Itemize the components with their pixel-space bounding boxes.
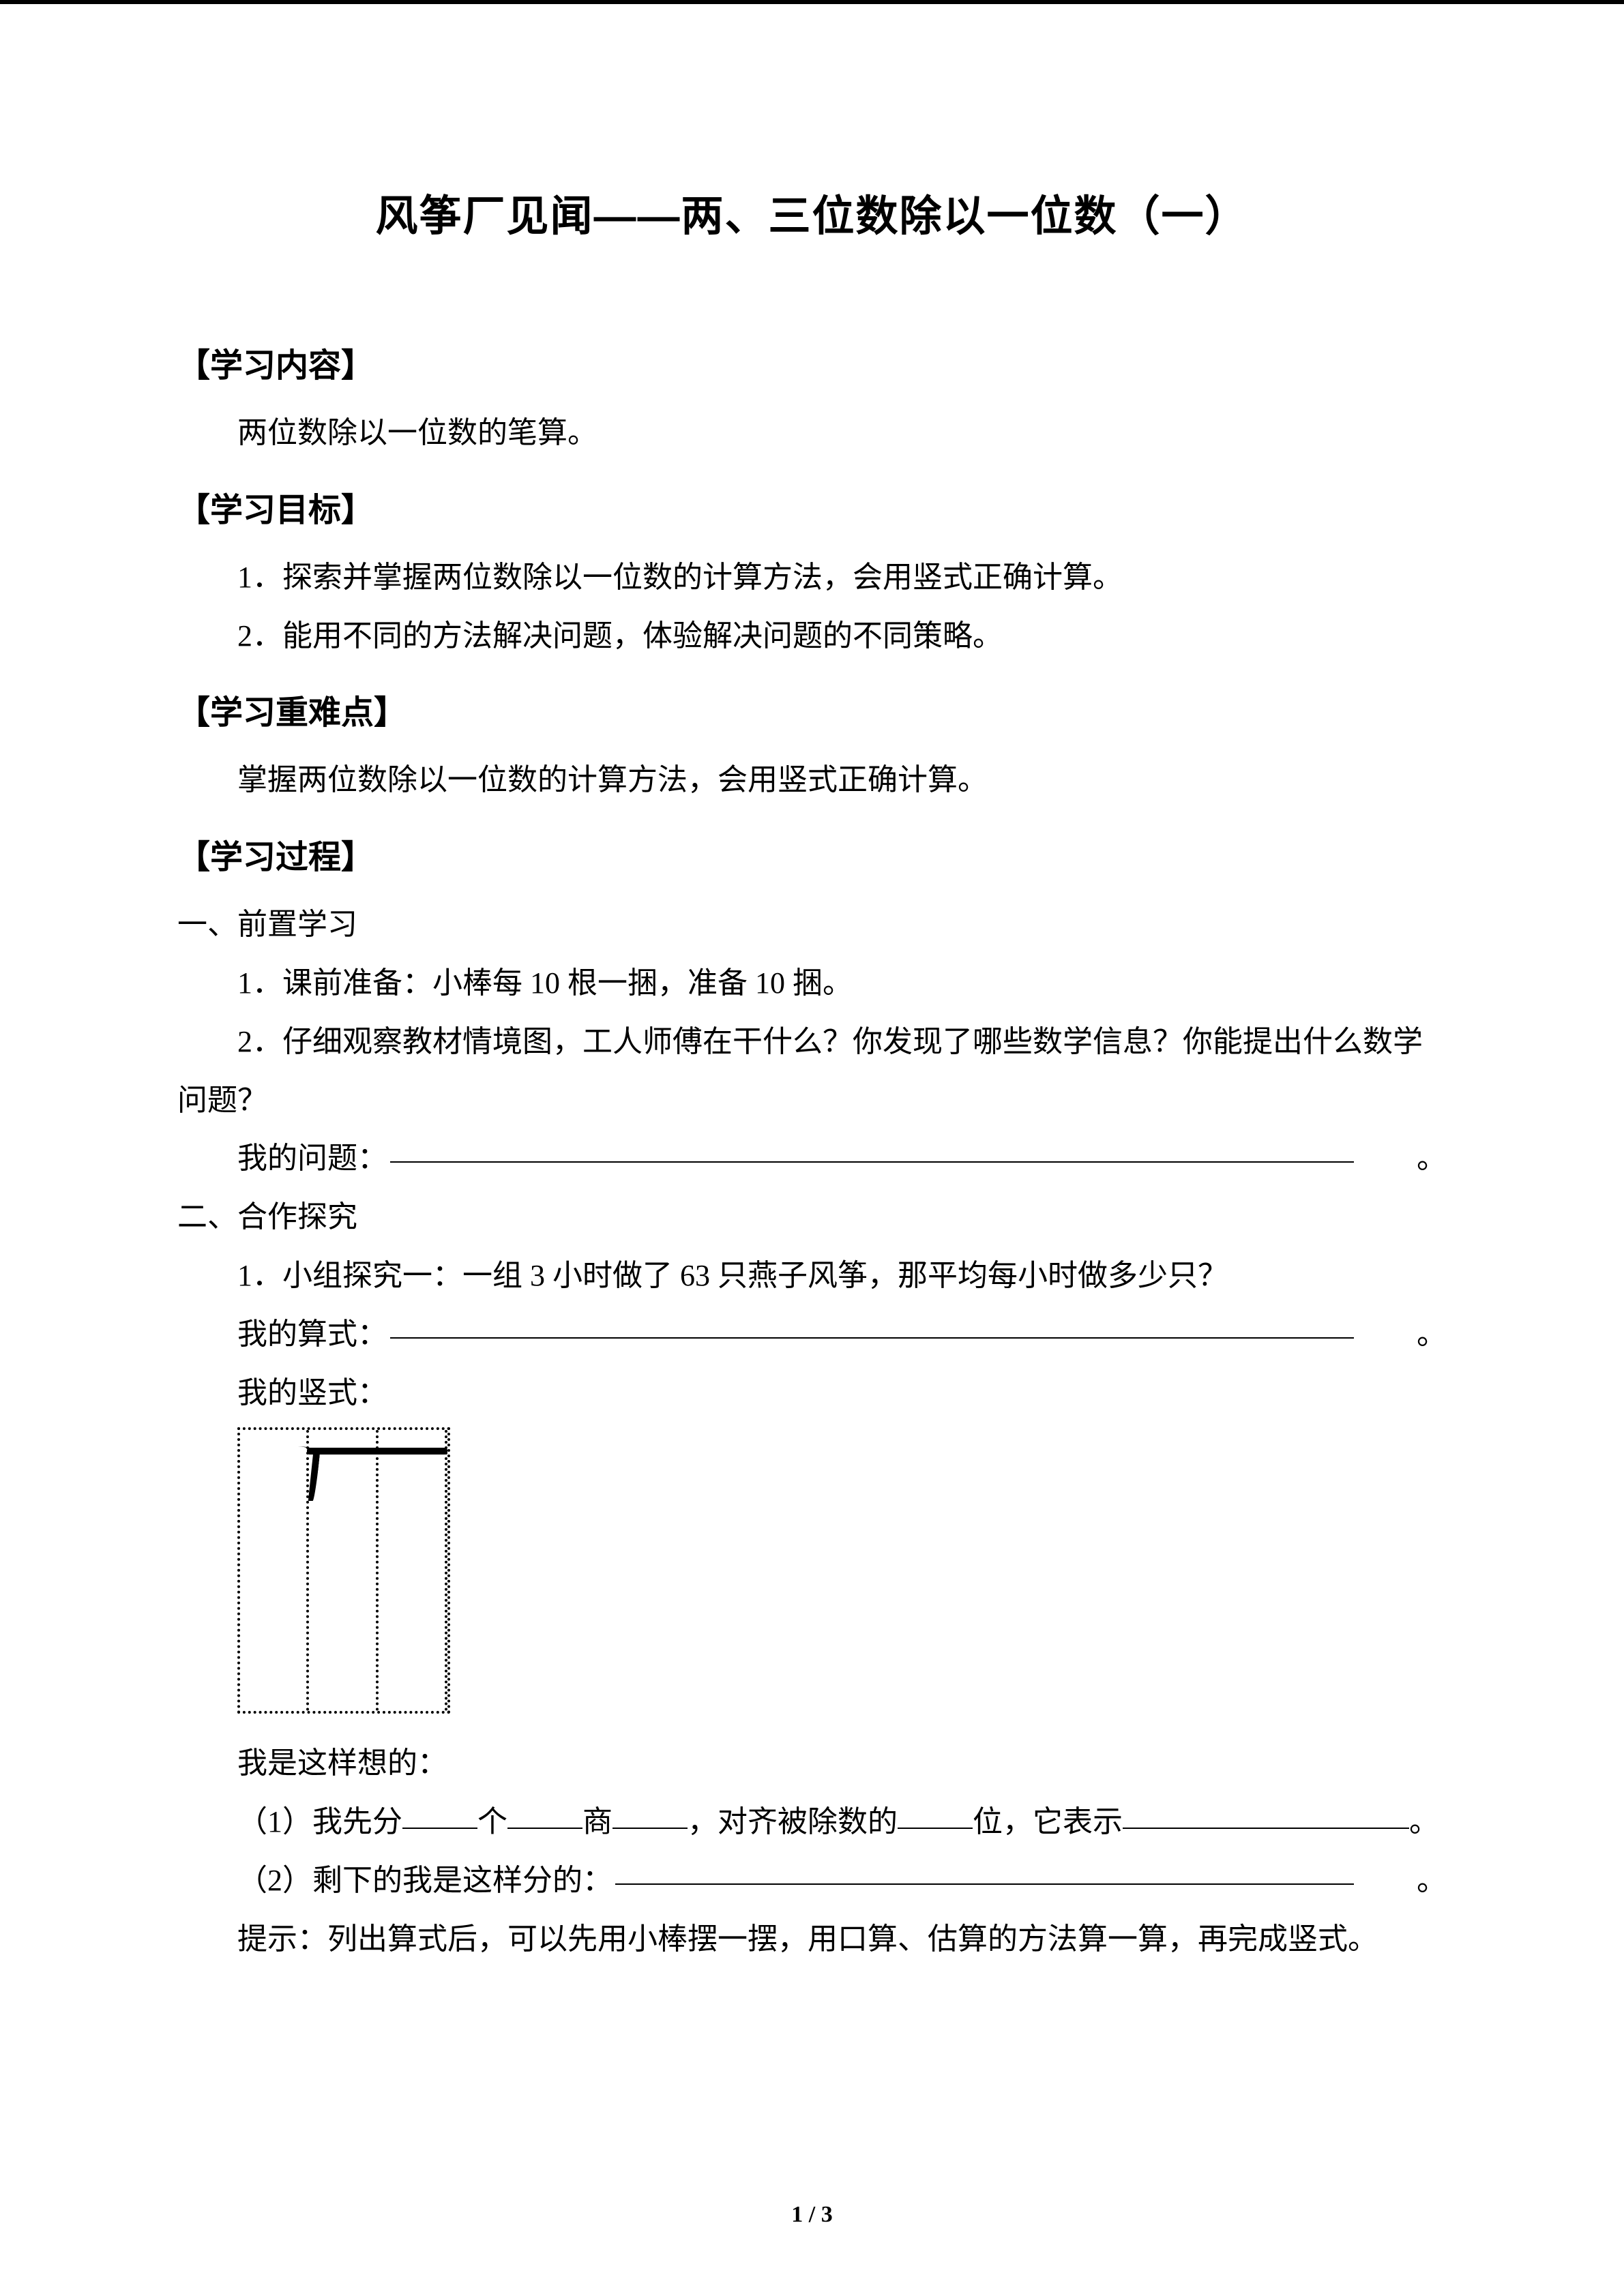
content-p1: 两位数除以一位数的笔算。 [177, 404, 1447, 462]
fill1-e: 位，它表示 [973, 1805, 1123, 1838]
process-s1p2-text: 2．仔细观察教材情境图，工人师傅在干什么？你发现了哪些数学信息？你能提出什么数学… [177, 1013, 1447, 1130]
section-head-goal: 【学习目标】 [177, 483, 1447, 531]
vertical-division-box[interactable] [237, 1427, 450, 1714]
division-symbol-icon [277, 1448, 447, 1502]
section-head-content: 【学习内容】 [177, 338, 1447, 386]
page: 风筝厂见闻——两、三位数除以一位数（一） 【学习内容】 两位数除以一位数的笔算。… [0, 0, 1624, 2296]
fill-blank[interactable] [507, 1828, 582, 1829]
process-s1p1: 1．课前准备：小棒每 10 根一捆，准备 10 捆。 [177, 954, 1447, 1013]
fill-1: （1）我先分 个 商 ，对齐被除数的 位，它表示 。 [177, 1793, 1447, 1851]
fill1-b: 个 [477, 1805, 507, 1838]
my-question-prefix: 我的问题： [177, 1129, 387, 1188]
period: 。 [1357, 1851, 1447, 1910]
process-s2: 二、合作探究 [177, 1188, 1447, 1247]
fill1-a: （1）我先分 [237, 1805, 402, 1838]
fill-blank[interactable] [615, 1883, 1354, 1885]
fill2-a: （2）剩下的我是这样分的： [177, 1851, 612, 1910]
fill-2: （2）剩下的我是这样分的： 。 [177, 1851, 1447, 1910]
page-number: 1 / 3 [0, 2202, 1624, 2228]
hard-p1: 掌握两位数除以一位数的计算方法，会用竖式正确计算。 [177, 751, 1447, 809]
fill1-d: ，对齐被除数的 [688, 1805, 898, 1838]
goal-p2: 2．能用不同的方法解决问题，体验解决问题的不同策略。 [177, 607, 1447, 666]
my-equation-prefix: 我的算式： [177, 1305, 387, 1364]
period: 。 [1409, 1805, 1439, 1838]
process-s1: 一、前置学习 [177, 895, 1447, 954]
fill-blank[interactable] [402, 1828, 477, 1829]
fill-blank[interactable] [612, 1828, 688, 1829]
period: 。 [1357, 1305, 1447, 1364]
goal-p1: 1．探索并掌握两位数除以一位数的计算方法，会用竖式正确计算。 [177, 548, 1447, 607]
fill-blank[interactable] [390, 1337, 1354, 1339]
section-head-process: 【学习过程】 [177, 830, 1447, 878]
section-head-hard: 【学习重难点】 [177, 685, 1447, 733]
fill-blank[interactable] [898, 1828, 973, 1829]
fill-blank[interactable] [1123, 1828, 1409, 1829]
my-equation-line: 我的算式： 。 [177, 1305, 1447, 1364]
fill1-c: 商 [582, 1805, 612, 1838]
fill-blank[interactable] [390, 1161, 1354, 1163]
period: 。 [1357, 1129, 1447, 1188]
think-label: 我是这样想的： [177, 1734, 1447, 1793]
process-s1p2: 2．仔细观察教材情境图，工人师傅在干什么？你发现了哪些数学信息？你能提出什么数学… [177, 1013, 1447, 1130]
page-title: 风筝厂见闻——两、三位数除以一位数（一） [177, 181, 1447, 243]
hint: 提示：列出算式后，可以先用小棒摆一摆，用口算、估算的方法算一算，再完成竖式。 [177, 1910, 1447, 1969]
my-question-line: 我的问题： 。 [177, 1129, 1447, 1188]
process-s2p1: 1．小组探究一：一组 3 小时做了 63 只燕子风筝，那平均每小时做多少只？ [177, 1247, 1447, 1305]
my-vertical-label: 我的竖式： [177, 1364, 1447, 1422]
